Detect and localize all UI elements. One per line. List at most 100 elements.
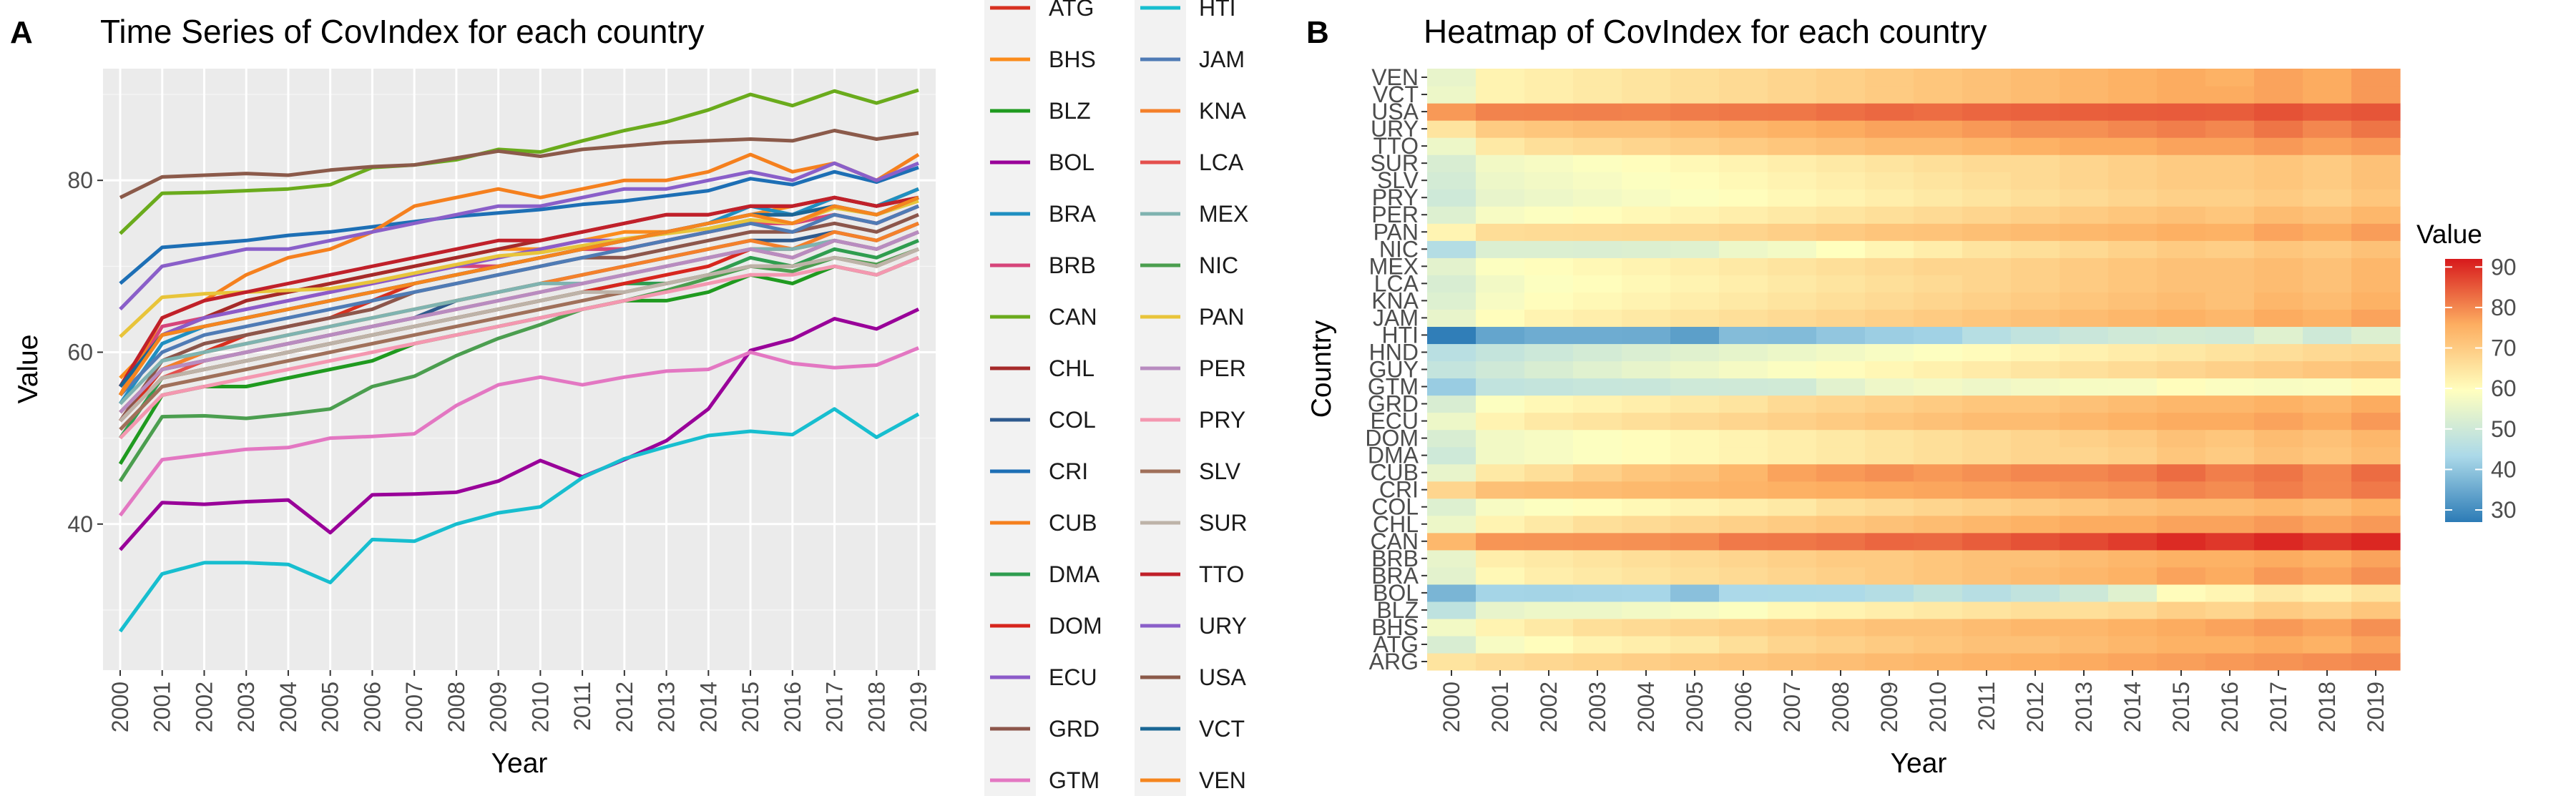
country-label: BRB	[1371, 546, 1419, 571]
heatmap-cell-nic	[1719, 240, 1768, 258]
heatmap-cell-arg	[1816, 652, 1866, 671]
heatmap-cell-brb	[1670, 549, 1720, 568]
heatmap-cell-lca	[1427, 275, 1476, 293]
heatmap-cell-blz	[1914, 601, 1963, 619]
heatmap-cell-atg	[2108, 635, 2158, 654]
heatmap-cell-tto	[2108, 137, 2158, 155]
heatmap-cell-col	[1914, 498, 1963, 516]
heatmap-cell-atg	[2303, 635, 2352, 654]
heatmap-cell-arg	[1573, 652, 1622, 671]
heatmap-cell-tto	[2011, 137, 2060, 155]
x-tick-label: 2014	[2120, 682, 2145, 732]
heatmap-cell-atg	[1914, 635, 1963, 654]
legend-label: PAN	[1199, 304, 1244, 330]
heatmap-cell-grd	[2303, 395, 2352, 413]
heatmap-cell-dom	[2303, 429, 2352, 448]
x-tick-label: 2016	[780, 682, 805, 732]
heatmap-cell-dma	[1914, 446, 1963, 465]
heatmap-cell-guy	[2303, 360, 2352, 379]
x-tick-label: 2003	[233, 682, 259, 732]
heatmap-cell-blz	[1476, 601, 1525, 619]
heatmap-cell-chl	[2254, 515, 2303, 534]
series-line-bol	[119, 308, 920, 551]
heatmap-cell-cri	[2254, 481, 2303, 499]
heatmap-cell-brb	[2205, 549, 2255, 568]
x-tick-label: 2000	[107, 682, 133, 732]
legend-label: HTI	[1199, 0, 1236, 21]
y-tick-label: 80	[67, 167, 93, 193]
heatmap-cell-ecu	[1768, 412, 1817, 431]
heatmap-cell-col	[2108, 498, 2158, 516]
heatmap-cell-slv	[1573, 172, 1622, 190]
heatmap-cell-col	[1865, 498, 1914, 516]
heatmap-cell-ury	[2205, 120, 2255, 138]
heatmap-cell-hti	[2157, 326, 2206, 345]
heatmap-cell-nic	[2205, 240, 2255, 258]
country-label: CHL	[1373, 511, 1419, 537]
x-tick-label: 2008	[1828, 682, 1853, 732]
heatmap-cell-sur	[1914, 154, 1963, 172]
heatmap-cell-mex	[1914, 257, 1963, 275]
heatmap-cell-cri	[1524, 481, 1574, 499]
legend-label: DMA	[1049, 561, 1100, 587]
heatmap-cell-bol	[1816, 584, 1866, 602]
heatmap-cell-ury	[2011, 120, 2060, 138]
heatmap-cell-kna	[2060, 292, 2109, 310]
heatmap-cell-bra	[1476, 566, 1525, 585]
heatmap-cell-lca	[2060, 275, 2109, 293]
x-tick-label: 2006	[359, 682, 385, 732]
heatmap-cell-ecu	[2303, 412, 2352, 431]
heatmap-cell-mex	[1622, 257, 1671, 275]
heatmap-cell-dom	[1816, 429, 1866, 448]
heatmap-cell-bra	[1865, 566, 1914, 585]
heatmap-cell-dom	[1768, 429, 1817, 448]
heatmap-cell-guy	[1962, 360, 2012, 379]
colorbar-tick-label: 30	[2491, 497, 2517, 523]
series-line-can	[119, 88, 919, 235]
legend-label: USA	[1199, 664, 1246, 690]
heatmap-cell-cub	[2254, 463, 2303, 482]
heatmap-cell-bhs	[1768, 618, 1817, 637]
heatmap-cell-bol	[2351, 584, 2401, 602]
heatmap-cell-hnd	[2351, 343, 2401, 362]
legend-label: CRI	[1049, 458, 1088, 484]
x-tick-label: 2001	[1487, 682, 1513, 732]
x-tick-label: 2016	[2217, 682, 2243, 732]
heatmap-cell-bra	[1768, 566, 1817, 585]
heatmap-cell-pry	[1914, 189, 1963, 207]
heatmap-cell-tto	[1524, 137, 1574, 155]
heatmap-cell-blz	[2205, 601, 2255, 619]
heatmap-cell-bhs	[2303, 618, 2352, 637]
country-label: JAM	[1373, 305, 1419, 330]
heatmap-cell-kna	[1768, 292, 1817, 310]
heatmap-cell-per	[2351, 206, 2401, 224]
heatmap-cell-jam	[1865, 309, 1914, 328]
colorbar-tick-label: 90	[2491, 254, 2517, 280]
heatmap-cell-atg	[2157, 635, 2206, 654]
heatmap-cell-cri	[2060, 481, 2109, 499]
country-label: GTM	[1368, 374, 1419, 400]
heatmap-cell-grd	[2254, 395, 2303, 413]
heatmap-cell-cub	[1524, 463, 1574, 482]
heatmap-cell-hti	[2060, 326, 2109, 345]
heatmap-cell-ven	[1914, 69, 1963, 87]
heatmap-cell-dma	[1622, 446, 1671, 465]
country-label: HND	[1369, 339, 1419, 365]
heatmap-cell-chl	[2108, 515, 2158, 534]
heatmap-cell-atg	[1476, 635, 1525, 654]
legend-label: CAN	[1049, 304, 1097, 330]
heatmap-cell-can	[1914, 532, 1963, 551]
heatmap-cell-blz	[2351, 601, 2401, 619]
heatmap-cell-cub	[1816, 463, 1866, 482]
heatmap-cell-nic	[1768, 240, 1817, 258]
heatmap-cell-pan	[1524, 223, 1574, 241]
heatmap-cell-mex	[1865, 257, 1914, 275]
heatmap-cell-vct	[1622, 86, 1671, 104]
heatmap-cell-hti	[2254, 326, 2303, 345]
heatmap-cell-pry	[1962, 189, 2012, 207]
heatmap-cell-can	[1670, 532, 1720, 551]
heatmap-cell-grd	[1573, 395, 1622, 413]
heatmap-cell-arg	[1768, 652, 1817, 671]
heatmap-cell-pan	[2351, 223, 2401, 241]
